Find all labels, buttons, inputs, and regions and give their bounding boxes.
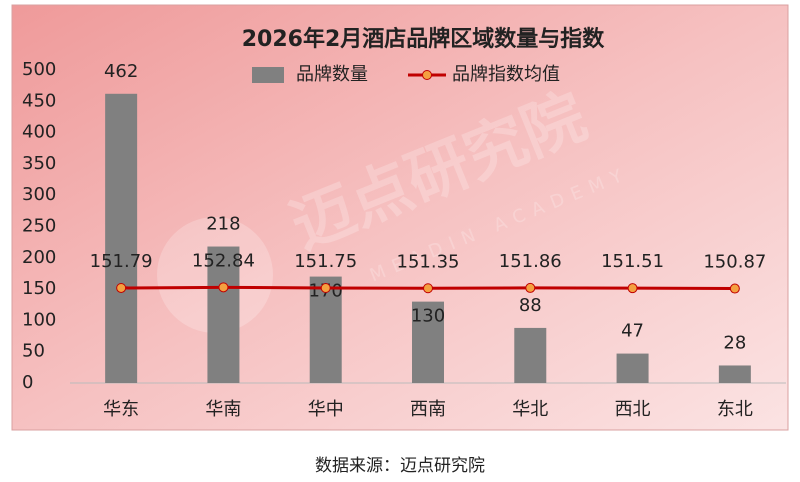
x-tick-label: 西北: [615, 399, 651, 420]
chart-background: [11, 4, 789, 431]
x-tick-label: 西南: [410, 399, 446, 420]
line-value-label: 151.35: [397, 251, 460, 272]
line-value-label: 150.87: [703, 252, 766, 273]
legend-label: 品牌指数均值: [452, 64, 560, 85]
line-value-label: 151.79: [90, 251, 153, 272]
line-marker: [320, 283, 331, 294]
line-marker: [729, 283, 740, 294]
chart-title: 2026年2月酒店品牌区域数量与指数: [242, 26, 606, 52]
x-tick-label: 华北: [512, 399, 548, 420]
y-tick-label: 300: [22, 184, 56, 205]
x-tick-label: 华南: [205, 399, 241, 420]
y-tick-label: 350: [22, 153, 56, 174]
line-value-label: 151.75: [294, 251, 357, 272]
bar-value-label: 130: [411, 306, 445, 327]
line-marker: [423, 283, 433, 294]
y-tick-label: 0: [22, 372, 33, 393]
bar-value-label: 28: [723, 332, 746, 353]
y-tick-label: 200: [22, 247, 56, 268]
y-tick-label: 400: [22, 122, 56, 143]
legend-label: 品牌数量: [296, 64, 368, 85]
line-marker: [627, 283, 638, 294]
y-tick-label: 500: [22, 59, 56, 80]
legend-marker: [422, 70, 432, 80]
bar: [207, 246, 240, 383]
y-tick-label: 100: [22, 309, 56, 330]
bar: [616, 353, 649, 383]
y-tick-label: 250: [22, 216, 56, 237]
line-value-label: 151.86: [499, 251, 562, 272]
source-note: 数据来源：迈点研究院: [315, 456, 485, 476]
bar-value-label: 462: [104, 61, 138, 82]
x-tick-label: 东北: [717, 399, 753, 420]
bar: [514, 327, 547, 383]
line-marker: [525, 282, 536, 293]
line-marker: [218, 282, 229, 293]
line-value-label: 151.51: [601, 251, 664, 272]
line-value-label: 152.84: [192, 250, 255, 271]
bar: [412, 301, 444, 383]
x-tick-label: 华东: [103, 399, 139, 420]
y-tick-label: 150: [22, 278, 56, 299]
bar: [309, 276, 342, 383]
bar-value-label: 47: [621, 321, 644, 342]
bar-value-label: 88: [519, 295, 542, 316]
legend-swatch: [252, 67, 284, 83]
bar: [718, 365, 751, 383]
bar-value-label: 218: [206, 214, 240, 235]
y-tick-label: 50: [22, 341, 45, 362]
x-tick-label: 华中: [308, 399, 344, 420]
line-marker: [116, 282, 127, 293]
y-tick-label: 450: [22, 90, 56, 111]
bar: [105, 93, 138, 384]
